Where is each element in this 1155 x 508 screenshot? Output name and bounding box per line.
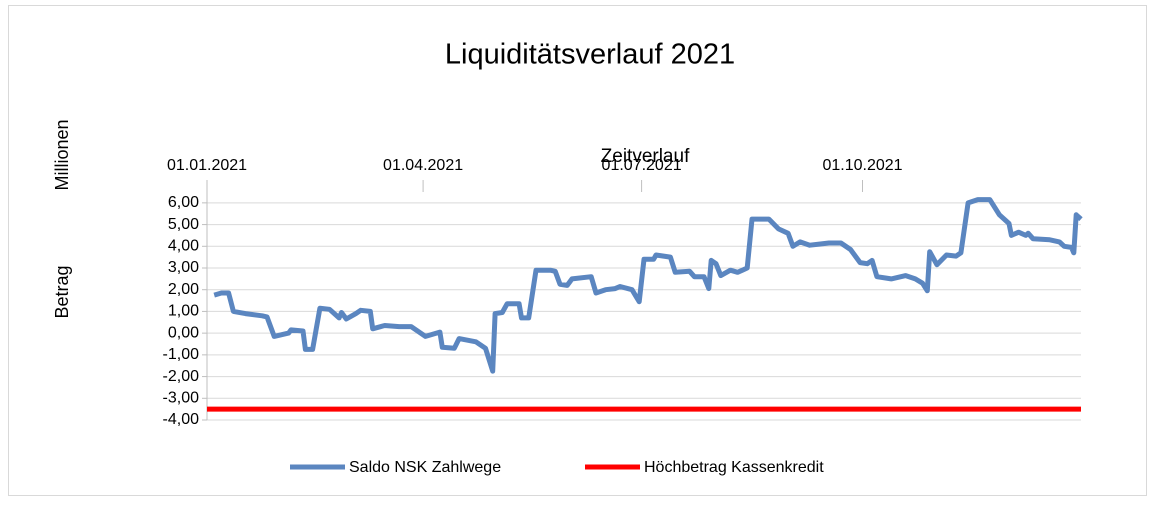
y-tick-label: 4,00 xyxy=(168,238,199,255)
chart-frame xyxy=(8,5,1147,496)
y-tick-label: 5,00 xyxy=(168,216,199,233)
legend-label: Höchbetrag Kassenkredit xyxy=(644,459,824,476)
y-tick-label: -3,00 xyxy=(163,390,200,407)
chart-title: Liquiditätsverlauf 2021 xyxy=(445,39,735,71)
y-tick-label: 0,00 xyxy=(168,324,199,341)
x-tick-label: 01.07.2021 xyxy=(602,157,682,174)
y-axis-label: Betrag xyxy=(52,265,72,318)
y-tick-label: 1,00 xyxy=(168,303,199,320)
x-tick-label: 01.04.2021 xyxy=(383,157,463,174)
x-axis-label: Zeitverlauf xyxy=(601,146,690,167)
y-tick-label: 2,00 xyxy=(168,281,199,298)
x-tick-label: 01.10.2021 xyxy=(822,157,902,174)
y-tick-label: -2,00 xyxy=(163,368,200,385)
y-tick-label: -1,00 xyxy=(163,346,200,363)
y-tick-label: 6,00 xyxy=(168,194,199,211)
y-tick-label: -4,00 xyxy=(163,411,200,428)
y-axis-label: Millionen xyxy=(52,119,72,190)
y-tick-label: 3,00 xyxy=(168,259,199,276)
x-tick-label: 01.01.2021 xyxy=(167,157,247,174)
series-line xyxy=(213,197,1083,374)
legend-label: Saldo NSK Zahlwege xyxy=(349,459,501,476)
